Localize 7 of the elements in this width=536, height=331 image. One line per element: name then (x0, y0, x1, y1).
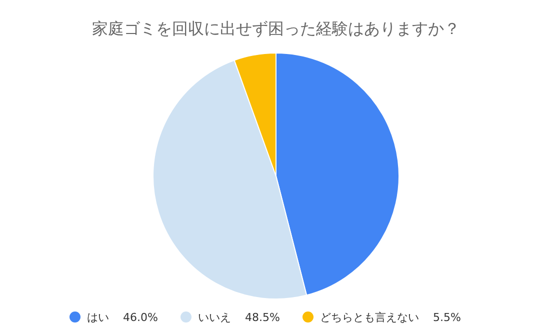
chart-title: 家庭ゴミを回収に出せず困った経験はありますか？ (92, 19, 460, 38)
legend-label: はい (87, 311, 109, 324)
legend-label: どちらとも言えない (320, 311, 419, 324)
data-label: 48.5% (245, 311, 280, 324)
legend-label: いいえ (198, 311, 231, 324)
data-label: 46.0% (123, 311, 158, 324)
data-label: 5.5% (433, 311, 461, 324)
